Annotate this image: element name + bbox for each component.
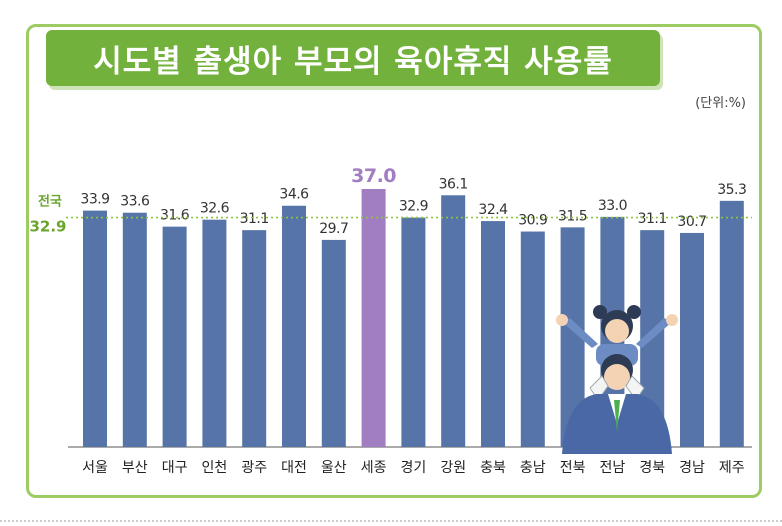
chart-title-banner: 시도별 출생아 부모의 육아휴직 사용률 [46, 30, 660, 86]
national-layer: 전국 32.9 [29, 194, 752, 236]
value-label-인천: 32.6 [200, 201, 230, 217]
category-label-경북: 경북 [639, 460, 665, 476]
bar-세종 [361, 189, 386, 447]
value-label-울산: 29.7 [319, 221, 348, 237]
bottom-divider [0, 520, 782, 522]
bar-강원 [441, 195, 466, 447]
category-label-전북: 전북 [560, 460, 586, 476]
bar-경남 [680, 232, 704, 447]
category-label-대전: 대전 [281, 460, 307, 476]
bar-제주 [719, 200, 744, 447]
value-label-부산: 33.6 [120, 194, 150, 210]
category-label-경기: 경기 [401, 460, 427, 476]
category-label-충북: 충북 [480, 460, 506, 476]
bar-광주 [242, 230, 267, 447]
bar-경기 [401, 217, 426, 447]
category-label-강원: 강원 [440, 460, 466, 476]
category-label-충남: 충남 [520, 460, 546, 476]
category-label-부산: 부산 [122, 460, 148, 476]
value-label-경기: 32.9 [399, 199, 428, 215]
bar-인천 [202, 219, 227, 447]
bar-충남 [520, 231, 545, 447]
value-label-서울: 33.9 [80, 192, 109, 208]
value-label-강원: 36.1 [439, 176, 468, 192]
bar-대전 [282, 205, 306, 447]
value-label-충남: 30.9 [518, 213, 547, 229]
category-label-전남: 전남 [600, 460, 626, 476]
category-label-서울: 서울 [82, 460, 108, 476]
category-label-광주: 광주 [241, 460, 267, 476]
value-label-대구: 31.6 [160, 208, 190, 224]
category-label-제주: 제주 [719, 460, 745, 476]
value-label-광주: 31.1 [240, 211, 269, 227]
bar-부산 [122, 212, 147, 447]
value-label-제주: 35.3 [717, 182, 746, 198]
unit-label: (단위:%) [695, 96, 746, 111]
value-label-경남: 30.7 [677, 214, 706, 230]
bars-layer [68, 189, 752, 448]
category-label-대구: 대구 [162, 460, 188, 476]
bar-울산 [321, 239, 346, 447]
category-label-경남: 경남 [679, 460, 705, 476]
chart-title: 시도별 출생아 부모의 육아휴직 사용률 [93, 43, 613, 80]
value-label-전북: 31.5 [558, 208, 587, 224]
value-label-세종: 37.0 [351, 165, 396, 187]
value-label-경북: 31.1 [638, 211, 667, 227]
national-value-label: 32.9 [29, 218, 66, 236]
national-label: 전국 [38, 194, 62, 210]
labels-layer: 33.9 서울 33.6 부산 31.6 대구 32.6 인천 31.1 광주 34.6 대전 29.7… [80, 165, 746, 476]
parent-child-illustration [556, 305, 678, 454]
bar-대구 [162, 226, 187, 447]
value-label-전남: 33.0 [598, 198, 627, 214]
category-label-인천: 인천 [202, 460, 228, 476]
category-label-울산: 울산 [321, 460, 347, 476]
bar-충북 [481, 221, 505, 447]
value-label-충북: 32.4 [478, 202, 508, 218]
value-label-대전: 34.6 [279, 187, 309, 203]
category-label-세종: 세종 [361, 460, 387, 476]
bar-서울 [83, 210, 107, 447]
